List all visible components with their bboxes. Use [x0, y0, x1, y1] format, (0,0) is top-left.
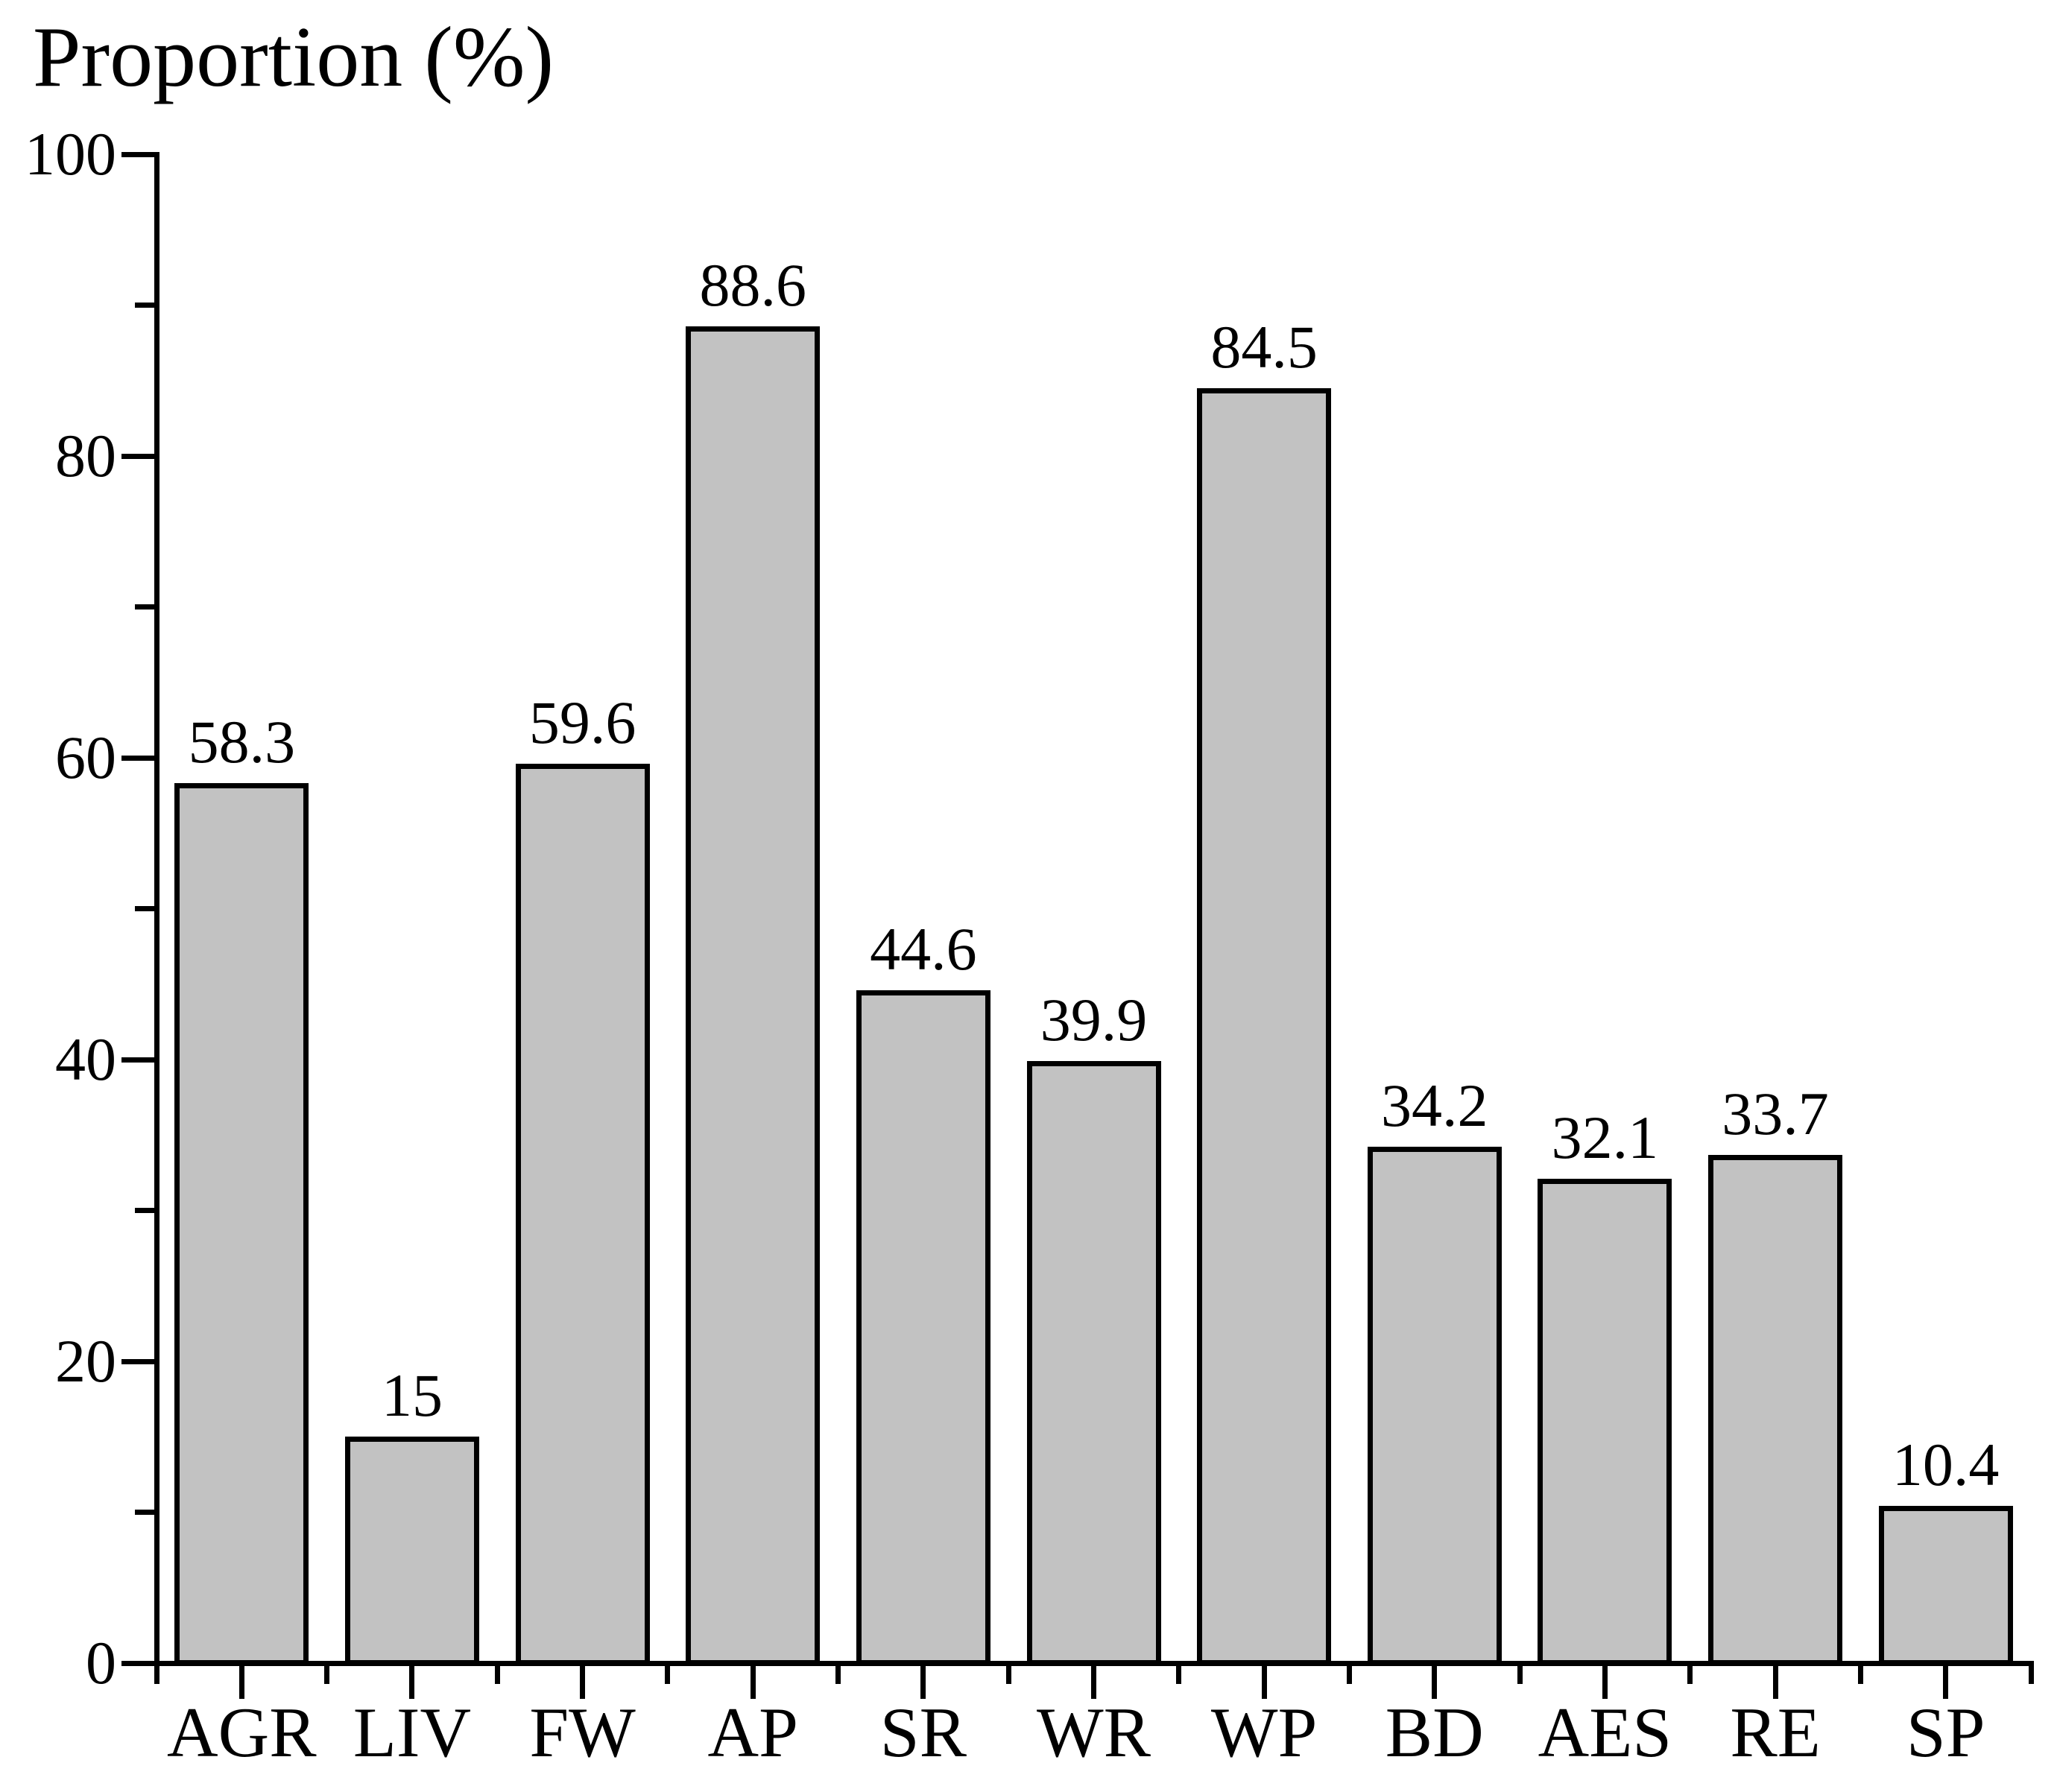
y-tick-label: 60	[55, 724, 116, 791]
bar-value-label: 58.3	[188, 708, 296, 776]
bar-ap	[686, 326, 821, 1665]
x-minor-tick	[1687, 1663, 1693, 1684]
x-tick-label: FW	[529, 1693, 636, 1772]
x-major-tick	[920, 1663, 926, 1699]
bar-value-label: 84.5	[1210, 312, 1318, 381]
x-tick-label: LIV	[353, 1693, 472, 1772]
x-major-tick	[409, 1663, 415, 1699]
x-major-tick	[1772, 1663, 1778, 1699]
x-minor-tick	[1857, 1663, 1863, 1684]
y-major-tick	[121, 1358, 157, 1364]
y-tick-label: 20	[55, 1327, 116, 1395]
bar-wr	[1026, 1061, 1161, 1665]
y-axis-title: Proportion (%)	[33, 10, 554, 105]
x-major-tick	[1432, 1663, 1438, 1699]
bar-fw	[515, 764, 650, 1665]
y-minor-tick	[135, 1208, 157, 1213]
bar-value-label: 88.6	[699, 250, 806, 319]
x-minor-tick	[1346, 1663, 1352, 1684]
x-major-tick	[750, 1663, 756, 1699]
bar-value-label: 32.1	[1551, 1103, 1659, 1171]
y-major-tick	[121, 151, 157, 157]
x-major-tick	[1602, 1663, 1608, 1699]
y-major-tick	[121, 453, 157, 459]
x-minor-tick	[1517, 1663, 1523, 1684]
x-tick-label: SR	[879, 1693, 967, 1772]
bar-value-label: 44.6	[870, 914, 977, 983]
x-tick-label: AES	[1538, 1693, 1672, 1772]
bar-liv	[344, 1437, 479, 1665]
y-tick-label: 80	[55, 422, 116, 490]
y-major-tick	[121, 1660, 157, 1666]
x-major-tick	[580, 1663, 586, 1699]
y-minor-tick	[135, 303, 157, 308]
x-minor-tick	[2028, 1663, 2034, 1684]
bar-sp	[1878, 1506, 2013, 1665]
x-tick-label: BD	[1385, 1693, 1484, 1772]
y-minor-tick	[135, 1510, 157, 1515]
y-tick-label: 0	[86, 1629, 116, 1697]
x-minor-tick	[665, 1663, 671, 1684]
bar-sr	[856, 990, 990, 1665]
bar-value-label: 33.7	[1722, 1079, 1829, 1147]
x-major-tick	[1943, 1663, 1949, 1699]
y-tick-label: 100	[25, 120, 116, 188]
bar-value-label: 15	[381, 1361, 443, 1430]
x-tick-label: WP	[1210, 1693, 1318, 1772]
y-minor-tick	[135, 906, 157, 911]
x-tick-label: RE	[1730, 1693, 1821, 1772]
x-tick-label: WR	[1036, 1693, 1151, 1772]
bar-value-label: 39.9	[1040, 986, 1148, 1054]
bar-value-label: 10.4	[1892, 1431, 2000, 1499]
y-minor-tick	[135, 604, 157, 610]
bar-aes	[1538, 1178, 1672, 1665]
x-minor-tick	[494, 1663, 500, 1684]
bar-agr	[174, 783, 309, 1665]
bar-re	[1708, 1154, 1843, 1665]
plot-area: 0 20 40 60 80 100 58.3 15 59.6 88.6 44.6 39.9 84.5 3…	[25, 124, 2034, 1768]
x-tick-label: SP	[1906, 1693, 1985, 1772]
x-major-tick	[238, 1663, 244, 1699]
bar-value-label: 59.6	[528, 688, 636, 757]
y-tick-label: 40	[55, 1025, 116, 1093]
x-minor-tick	[154, 1663, 159, 1684]
y-major-tick	[121, 1057, 157, 1063]
bar-bd	[1367, 1147, 1502, 1665]
x-major-tick	[1091, 1663, 1096, 1699]
x-minor-tick	[324, 1663, 330, 1684]
y-major-tick	[121, 755, 157, 761]
x-major-tick	[1261, 1663, 1267, 1699]
y-axis-line	[154, 151, 159, 1666]
x-minor-tick	[1176, 1663, 1182, 1684]
x-minor-tick	[1005, 1663, 1011, 1684]
bar-value-label: 34.2	[1381, 1071, 1488, 1140]
bar-wp	[1197, 387, 1332, 1665]
x-minor-tick	[835, 1663, 841, 1684]
x-tick-label: AGR	[167, 1693, 317, 1772]
x-tick-label: AP	[707, 1693, 798, 1772]
